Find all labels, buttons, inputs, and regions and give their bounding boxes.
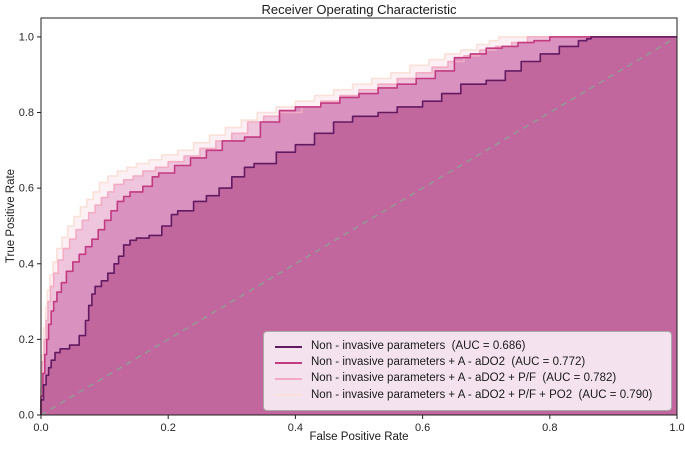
y-tick-label: 0.0 [19, 410, 34, 422]
plot-frame [40, 17, 678, 416]
roc-curve-3 [40, 36, 677, 415]
x-tick-label: 0.4 [288, 422, 303, 434]
legend-label: Non - invasive parameters + A - aDO2 + P… [311, 388, 653, 401]
x-tick-label: 0.6 [415, 422, 430, 434]
legend-item: Non - invasive parameters + A - aDO2 + P… [272, 388, 663, 402]
legend-item: Non - invasive parameters + A - aDO2 (AU… [272, 357, 663, 369]
legend-item: Non - invasive parameters + A - aDO2 + P… [272, 373, 663, 385]
legend-line-swatch [275, 378, 302, 381]
x-tick-label: 0.8 [542, 422, 557, 434]
roc-curve-2 [40, 36, 677, 415]
x-tick-label: 0.2 [161, 422, 176, 434]
y-tick-label: 1.0 [19, 31, 34, 43]
x-tick-label: 1.0 [669, 422, 684, 434]
legend-line-swatch [275, 394, 302, 397]
legend-label: Non - invasive parameters + A - aDO2 + P… [311, 372, 617, 385]
legend: Non - invasive parameters (AUC = 0.686) N… [263, 331, 672, 411]
legend-label: Non - invasive parameters (AUC = 0.686) [311, 339, 526, 352]
chance-diagonal [40, 36, 678, 416]
legend-line-swatch [275, 345, 302, 348]
y-tick-label: 0.2 [19, 334, 34, 346]
y-tick-label: 0.4 [19, 258, 34, 270]
y-axis-label: True Positive Rate [5, 168, 18, 264]
legend-label: Non - invasive parameters + A - aDO2 (AU… [311, 356, 586, 369]
roc-curve-4 [40, 36, 677, 415]
chart-title: Receiver Operating Characteristic [261, 2, 457, 17]
legend-line-swatch [275, 361, 302, 364]
legend-item: Non - invasive parameters (AUC = 0.686) [272, 339, 663, 353]
y-tick-label: 0.6 [19, 183, 34, 195]
y-tick-label: 0.8 [19, 107, 34, 119]
x-axis-label: False Positive Rate [309, 431, 409, 443]
x-tick-label: 0.0 [33, 422, 48, 434]
roc-curve-1 [40, 36, 677, 415]
